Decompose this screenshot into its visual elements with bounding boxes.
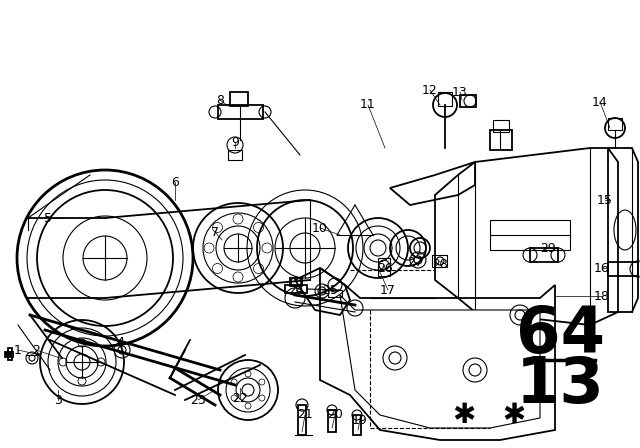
Text: 29: 29: [540, 241, 556, 254]
Text: 13: 13: [452, 86, 468, 99]
Text: 19: 19: [352, 414, 368, 426]
Bar: [353, 415, 361, 435]
Text: 15: 15: [597, 194, 613, 207]
Bar: [290, 278, 302, 286]
Text: 2: 2: [32, 344, 40, 357]
Text: 27: 27: [407, 255, 423, 268]
Text: 6: 6: [171, 176, 179, 189]
Bar: [608, 118, 622, 130]
Text: 17: 17: [380, 284, 396, 297]
Text: 22: 22: [232, 392, 248, 405]
Bar: [328, 290, 342, 297]
Bar: [298, 405, 306, 435]
Text: 5: 5: [44, 211, 52, 224]
Bar: [438, 92, 452, 106]
Text: 26: 26: [377, 262, 393, 275]
Text: 18: 18: [594, 289, 610, 302]
Text: 12: 12: [422, 83, 438, 96]
Text: 13: 13: [516, 354, 604, 416]
Bar: [328, 410, 336, 432]
Text: 7: 7: [211, 225, 219, 238]
Bar: [228, 150, 242, 160]
Bar: [378, 258, 390, 276]
Bar: [5, 352, 13, 357]
Text: 21: 21: [297, 409, 313, 422]
Text: 1: 1: [14, 344, 22, 357]
Text: 16: 16: [594, 262, 610, 275]
Text: 4: 4: [116, 336, 124, 349]
Bar: [432, 255, 447, 267]
Text: 11: 11: [360, 99, 376, 112]
Text: 20: 20: [327, 409, 343, 422]
Bar: [218, 105, 263, 119]
Bar: [8, 348, 12, 360]
Bar: [493, 120, 509, 132]
Text: 28: 28: [432, 258, 448, 271]
Text: 9: 9: [231, 135, 239, 148]
Text: 23: 23: [190, 393, 206, 406]
Text: 64: 64: [515, 304, 605, 366]
Text: 24: 24: [288, 284, 304, 297]
Bar: [530, 248, 558, 262]
Text: 25: 25: [322, 284, 338, 297]
Bar: [490, 130, 512, 150]
Bar: [460, 95, 476, 107]
Text: 14: 14: [592, 95, 608, 108]
Text: 3: 3: [54, 393, 62, 406]
Text: 8: 8: [216, 94, 224, 107]
Bar: [230, 92, 248, 106]
Polygon shape: [340, 295, 540, 428]
Text: ✱   ✱: ✱ ✱: [453, 401, 527, 429]
Text: 10: 10: [312, 221, 328, 234]
Bar: [285, 285, 307, 293]
Bar: [490, 220, 570, 250]
Bar: [608, 262, 638, 276]
